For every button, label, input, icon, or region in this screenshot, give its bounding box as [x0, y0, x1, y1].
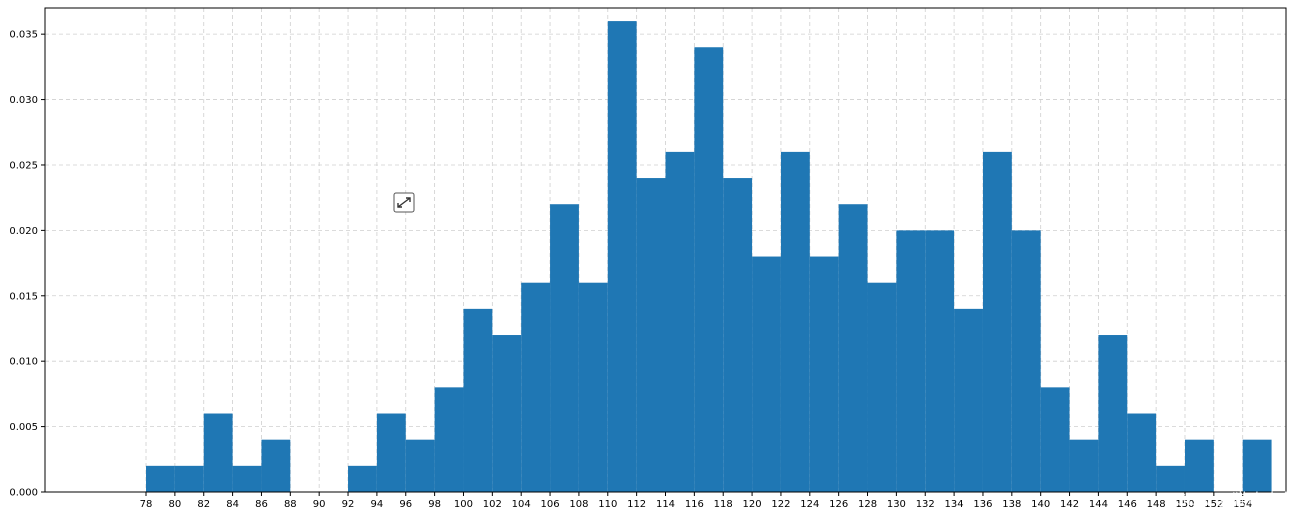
histogram-bar: [1127, 413, 1157, 492]
histogram-bar: [607, 21, 637, 492]
histogram-bar: [521, 282, 551, 492]
x-tick-label: 106: [541, 499, 560, 510]
histogram-bar: [376, 413, 406, 492]
x-tick-label: 96: [399, 499, 412, 510]
x-tick-label: 152: [1204, 499, 1223, 510]
x-tick-label: 86: [255, 499, 268, 510]
y-tick-label: 0.000: [9, 488, 38, 499]
histogram-bar: [694, 47, 724, 492]
x-tick-label: 108: [569, 499, 588, 510]
histogram-bar: [463, 308, 493, 492]
histogram-bar: [1184, 439, 1214, 492]
x-tick-label: 90: [313, 499, 326, 510]
histogram-bar: [867, 282, 897, 492]
histogram-bar: [578, 282, 608, 492]
histogram-bar: [146, 465, 175, 492]
x-tick-label: 114: [656, 499, 675, 510]
histogram-bar: [203, 413, 233, 492]
y-axis-ticks: 0.000 0.005 0.010 0.015 0.020 0.025 0.030 0.035: [9, 30, 45, 499]
histogram-bar: [982, 151, 1012, 492]
histogram-bar: [1069, 439, 1099, 492]
x-tick-label: 98: [428, 499, 441, 510]
y-tick-label: 0.015: [9, 291, 38, 302]
histogram-bar: [665, 151, 695, 492]
histogram-bar: [174, 465, 204, 492]
x-tick-label: 120: [743, 499, 762, 510]
histogram-bar: [434, 387, 464, 492]
x-tick-label: 130: [887, 499, 906, 510]
x-tick-label: 78: [140, 499, 153, 510]
y-tick-label: 0.005: [9, 422, 38, 433]
x-tick-label: 80: [169, 499, 182, 510]
x-tick-label: 128: [858, 499, 877, 510]
x-tick-label: 138: [1002, 499, 1021, 510]
y-tick-label: 0.030: [9, 95, 38, 106]
histogram-bar: [636, 178, 666, 492]
histogram-bar: [925, 230, 955, 493]
histogram-bar: [1098, 335, 1128, 492]
x-tick-label: 154: [1233, 499, 1252, 510]
histogram-bar: [348, 465, 377, 492]
histogram-bar: [954, 308, 983, 492]
x-tick-label: 146: [1118, 499, 1137, 510]
x-tick-label: 150: [1175, 499, 1194, 510]
x-tick-label: 140: [1031, 499, 1050, 510]
x-tick-label: 142: [1060, 499, 1079, 510]
x-tick-label: 110: [598, 499, 617, 510]
histogram-bar: [838, 204, 868, 492]
watermark-text: CSDN @猫吃小鱼: [1165, 490, 1296, 509]
x-tick-label: 148: [1147, 499, 1166, 510]
x-tick-label: 84: [226, 499, 239, 510]
histogram-bar: [809, 256, 839, 492]
y-tick-label: 0.010: [9, 357, 38, 368]
histogram-bar: [723, 178, 753, 492]
x-tick-label: 144: [1089, 499, 1108, 510]
y-tick-label: 0.025: [9, 160, 38, 171]
x-tick-label: 100: [454, 499, 473, 510]
x-tick-label: 132: [916, 499, 935, 510]
x-tick-label: 122: [771, 499, 790, 510]
histogram-bar: [1011, 230, 1041, 493]
histogram-bar: [232, 465, 262, 492]
x-tick-label: 102: [483, 499, 502, 510]
x-tick-label: 134: [945, 499, 964, 510]
x-tick-label: 126: [829, 499, 848, 510]
histogram-bar: [550, 204, 579, 492]
expand-icon[interactable]: [397, 197, 411, 208]
histogram-bar: [752, 256, 781, 492]
x-tick-label: 116: [685, 499, 704, 510]
histogram-bar: [1242, 439, 1272, 492]
x-axis-ticks: 78 80 82 84 86 88 90 92 94 96 98 100 102 104 106 108 110…: [140, 492, 1252, 510]
histogram-bar: [896, 230, 926, 493]
x-tick-label: 112: [627, 499, 646, 510]
x-tick-label: 92: [342, 499, 355, 510]
y-tick-label: 0.035: [9, 30, 38, 41]
histogram-bar: [780, 151, 810, 492]
x-tick-label: 104: [512, 499, 531, 510]
x-tick-label: 124: [800, 499, 819, 510]
histogram-bar: [1156, 465, 1185, 492]
histogram-bar: [492, 335, 522, 492]
x-tick-label: 136: [973, 499, 992, 510]
histogram-bar: [1040, 387, 1070, 492]
expand-icon-group[interactable]: [393, 192, 415, 213]
x-tick-label: 88: [284, 499, 297, 510]
x-tick-label: 82: [197, 499, 210, 510]
x-tick-label: 118: [714, 499, 733, 510]
histogram-bar: [405, 439, 435, 492]
x-tick-label: 94: [371, 499, 384, 510]
histogram-bar: [261, 439, 291, 492]
y-tick-label: 0.020: [9, 226, 38, 237]
histogram-bars: [146, 21, 1272, 493]
